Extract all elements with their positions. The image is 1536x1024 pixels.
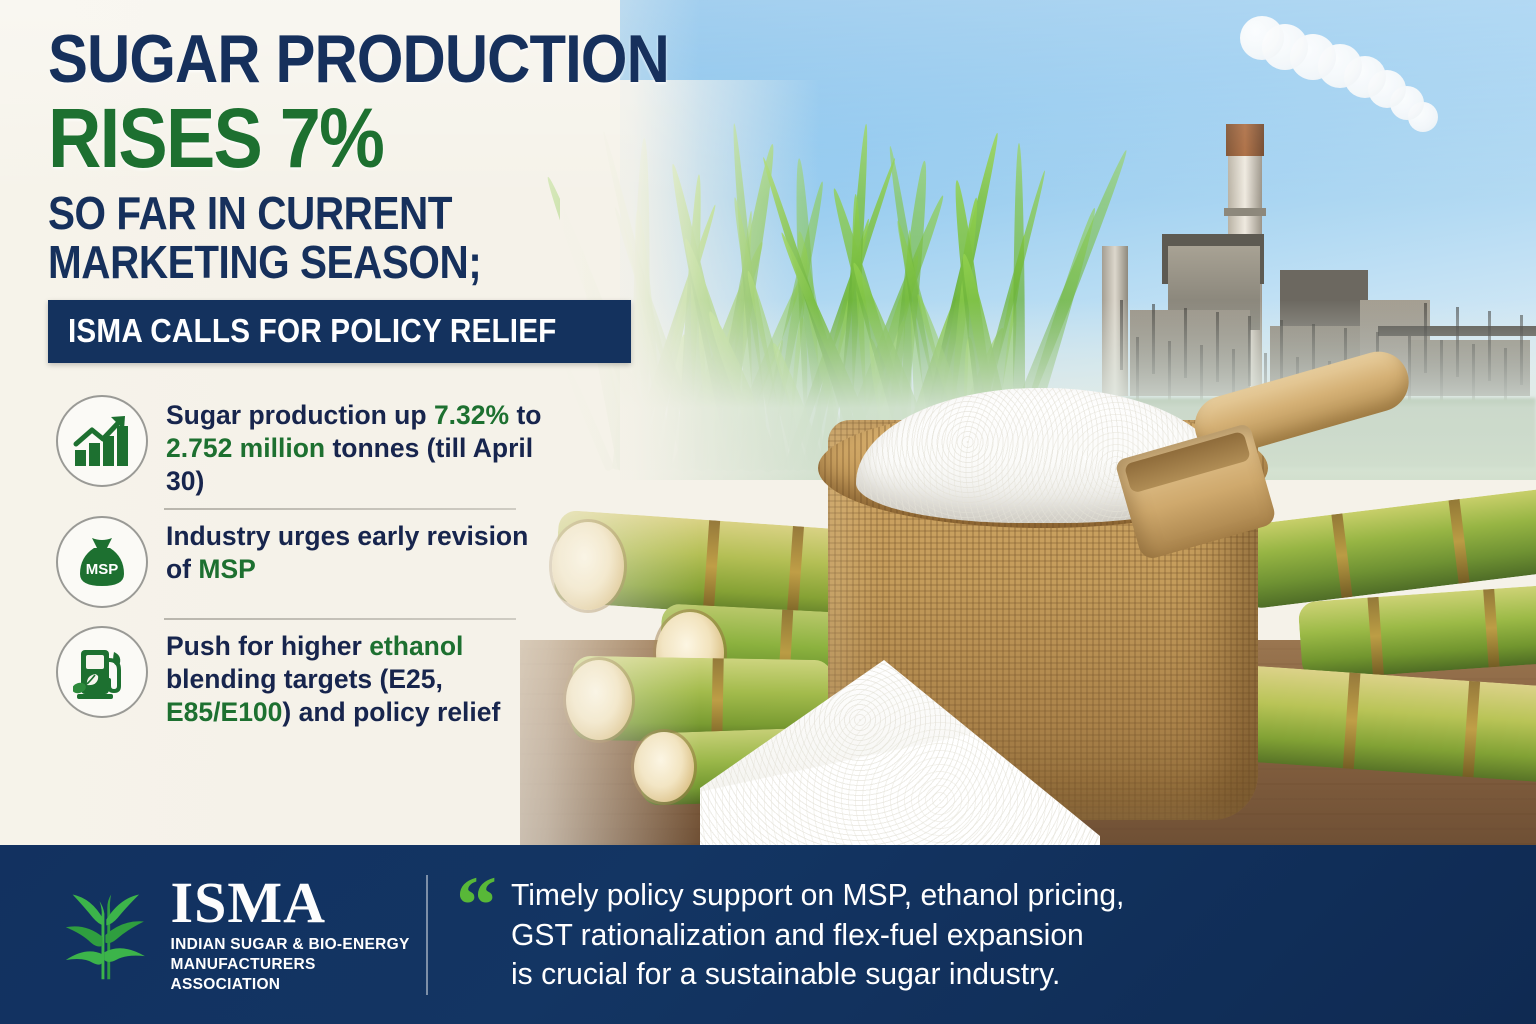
footer-bar: ISMA INDIAN SUGAR & BIO-ENERGY MANUFACTU… xyxy=(0,845,1536,1024)
quote-text: Timely policy support on MSP, ethanol pr… xyxy=(511,875,1124,994)
list-divider xyxy=(164,508,516,511)
list-item: Sugar production up 7.32% to 2.752 milli… xyxy=(48,389,548,508)
bullet1-part2: 7.32% xyxy=(433,400,510,431)
bullet3-part2: ethanol xyxy=(369,631,464,662)
bullet1-part3: to xyxy=(509,400,542,431)
bullet1-part1: Sugar production up xyxy=(166,400,434,431)
headline-line-2: RISES 7% xyxy=(48,90,385,185)
isma-tagline-line-1: INDIAN SUGAR & BIO-ENERGY xyxy=(170,936,410,954)
footer-quote: “ Timely policy support on MSP, ethanol … xyxy=(456,858,1173,994)
growth-chart-icon xyxy=(56,395,148,488)
bullet2-part2: MSP xyxy=(198,553,256,584)
money-bag-msp-icon: MSP xyxy=(56,516,148,609)
subheadline-line-1: SO FAR IN CURRENT xyxy=(48,186,453,239)
quote-line-3: is crucial for a sustainable sugar indus… xyxy=(511,956,1061,992)
isma-tagline: INDIAN SUGAR & BIO-ENERGY MANUFACTURERS … xyxy=(171,935,421,994)
list-item: MSP Industry urges early revision of MSP xyxy=(48,510,548,618)
isma-tagline-line-2: MANUFACTURERS ASSOCIATION xyxy=(170,956,316,993)
quote-mark-icon: “ xyxy=(456,858,497,950)
bullet2-part1: Industry urges early revision of xyxy=(166,521,529,584)
sugarcane-logo-icon xyxy=(65,894,145,980)
isma-logo: ISMA INDIAN SUGAR & BIO-ENERGY MANUFACTU… xyxy=(0,874,420,994)
list-item: Push for higher ethanol blending targets… xyxy=(48,620,548,739)
isma-wordmark: ISMA xyxy=(170,870,326,936)
bullet1-part5: tonnes (till April 30) xyxy=(166,433,534,497)
headline-line-1: SUGAR PRODUCTION xyxy=(48,21,670,97)
isma-logo-text: ISMA INDIAN SUGAR & BIO-ENERGY MANUFACTU… xyxy=(171,874,421,994)
list-item-text: Sugar production up 7.32% to 2.752 milli… xyxy=(166,395,548,498)
sugarcane-cut-face xyxy=(634,732,694,802)
list-divider xyxy=(164,618,516,621)
bullet1-part4: 2.752 million xyxy=(166,433,326,464)
svg-text:MSP: MSP xyxy=(86,561,119,578)
list-item-text: Industry urges early revision of MSP xyxy=(166,516,548,586)
subheadline: SO FAR IN CURRENT MARKETING SEASON; xyxy=(48,189,675,287)
subheadline-line-2: MARKETING SEASON; xyxy=(48,235,482,288)
ethanol-fuel-pump-icon xyxy=(56,626,148,719)
bullet3-part3: blending targets (E25, xyxy=(166,663,443,694)
smokestack-smoke-plume xyxy=(1240,6,1438,132)
bullet3-part5: ) and policy relief xyxy=(282,696,501,727)
policy-relief-banner-text: ISMA CALLS FOR POLICY RELIEF xyxy=(68,312,557,350)
quote-line-1: Timely policy support on MSP, ethanol pr… xyxy=(511,876,1125,912)
headline-content: SUGAR PRODUCTION RISES 7% SO FAR IN CURR… xyxy=(0,0,760,739)
bullet3-part1: Push for higher xyxy=(166,631,370,662)
quote-line-2: GST rationalization and flex-fuel expans… xyxy=(511,916,1084,952)
key-points-list: Sugar production up 7.32% to 2.752 milli… xyxy=(48,389,548,738)
policy-relief-banner: ISMA CALLS FOR POLICY RELIEF xyxy=(48,300,631,364)
footer-divider xyxy=(426,874,428,995)
bullet3-part4: E85/E100 xyxy=(166,696,283,727)
list-item-text: Push for higher ethanol blending targets… xyxy=(166,626,548,729)
